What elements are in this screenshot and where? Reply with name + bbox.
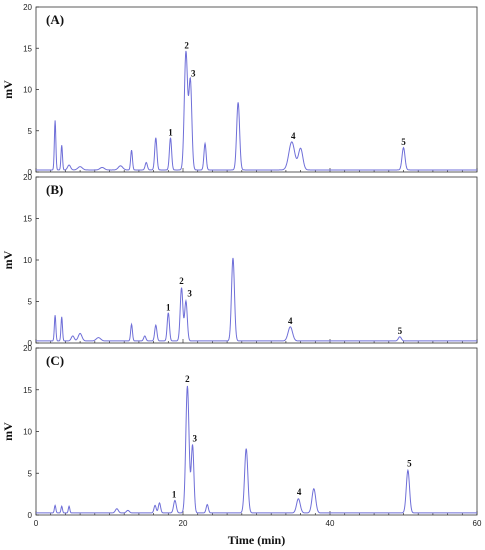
x-tick-label: 20	[179, 519, 188, 528]
y-axis-label: mV	[1, 422, 15, 441]
y-axis-label: mV	[1, 250, 15, 269]
y-tick-label: 0	[28, 168, 33, 177]
peak-label-5: 5	[398, 326, 403, 336]
peak-apex-5	[127, 510, 128, 511]
peak-label-5: 5	[407, 459, 412, 469]
peak-apex-1	[55, 505, 56, 506]
x-tick-label: 60	[473, 519, 482, 528]
y-tick-label: 15	[23, 386, 32, 395]
peak-apex-1	[55, 120, 56, 121]
peak-apex-6	[131, 324, 132, 325]
peak-apex-6	[154, 505, 155, 506]
peak-apex-3	[68, 506, 69, 507]
y-tick-label: 20	[23, 3, 32, 12]
x-axis-label: Time (min)	[228, 533, 285, 547]
peak-label-1: 1	[172, 489, 177, 499]
peak-apex-12	[246, 448, 247, 449]
peak-label-1: 1	[168, 128, 173, 138]
peak-apex-10	[192, 445, 193, 446]
peak-apex-11	[185, 51, 186, 52]
y-tick-label: 15	[23, 44, 32, 53]
peak-apex-14	[313, 488, 314, 489]
x-tick-label: 40	[326, 519, 335, 528]
peak-label-3: 3	[193, 434, 198, 444]
plot-frame	[35, 6, 478, 173]
plot-frame	[35, 176, 478, 344]
panel-label: (A)	[46, 12, 64, 27]
y-tick-label: 10	[23, 428, 32, 437]
panel-label: (B)	[46, 182, 63, 197]
peak-label-3: 3	[187, 289, 192, 299]
peak-apex-3	[68, 164, 69, 165]
peak-apex-7	[159, 502, 160, 503]
peak-apex-8	[174, 500, 175, 501]
peak-apex-10	[181, 287, 182, 288]
peak-apex-17	[403, 147, 404, 148]
peak-label-2: 2	[179, 276, 184, 286]
peak-label-3: 3	[191, 68, 196, 78]
peak-apex-15	[407, 470, 408, 471]
plot-frame	[35, 347, 478, 516]
peak-label-4: 4	[291, 131, 296, 141]
peak-apex-11	[207, 504, 208, 505]
peak-apex-7	[131, 150, 132, 151]
chromatogram-trace	[36, 385, 477, 514]
chart-panel-1: 0 5 10 15 20 mV (A) 1 2 3 4 5	[1, 3, 478, 177]
y-tick-label: 5	[28, 298, 33, 307]
chromatogram-trace	[36, 257, 477, 342]
peak-apex-12	[232, 257, 233, 258]
peak-apex-9	[187, 385, 188, 386]
y-tick-label: 10	[23, 86, 32, 95]
peak-apex-2	[61, 506, 62, 507]
panel-label: (C)	[46, 353, 64, 368]
peak-label-1: 1	[166, 303, 171, 313]
y-tick-label: 0	[28, 511, 33, 520]
peak-apex-2	[61, 316, 62, 317]
peak-apex-16	[300, 148, 301, 149]
chromatogram-trace	[36, 50, 477, 171]
peak-apex-15	[291, 141, 292, 142]
peak-apex-8	[146, 162, 147, 163]
peak-apex-13	[290, 326, 291, 327]
y-tick-label: 10	[23, 256, 32, 265]
peak-label-2: 2	[184, 40, 189, 50]
chart-panel-3: 0 5 10 15 20 0 20 40 60 mV Time (min) (C) 1 2 3 4 5	[1, 344, 482, 547]
y-tick-label: 5	[28, 469, 33, 478]
peak-label-5: 5	[401, 137, 406, 147]
peak-apex-1	[55, 315, 56, 316]
peak-apex-14	[399, 336, 400, 337]
y-tick-label: 0	[28, 339, 33, 348]
peak-apex-8	[155, 325, 156, 326]
y-tick-label: 15	[23, 215, 32, 224]
peak-label-4: 4	[297, 487, 302, 497]
peak-apex-3	[72, 335, 73, 336]
peak-apex-5	[98, 337, 99, 338]
peak-apex-7	[144, 335, 145, 336]
y-tick-label: 20	[23, 173, 32, 182]
peak-apex-13	[298, 498, 299, 499]
peak-apex-4	[80, 166, 81, 167]
peak-apex-11	[185, 300, 186, 301]
peak-apex-12	[190, 80, 191, 81]
y-tick-label: 20	[23, 344, 32, 353]
peak-label-4: 4	[288, 316, 293, 326]
peak-apex-4	[80, 333, 81, 334]
y-tick-label: 5	[28, 127, 33, 136]
peak-label-2: 2	[185, 374, 190, 384]
peak-apex-14	[238, 102, 239, 103]
peak-apex-4	[116, 508, 117, 509]
peak-apex-6	[120, 165, 121, 166]
peak-apex-5	[102, 167, 103, 168]
peak-apex-9	[155, 137, 156, 138]
peak-apex-2	[61, 145, 62, 146]
peak-apex-13	[204, 143, 205, 144]
x-tick-label: 0	[34, 519, 39, 528]
y-axis-label: mV	[1, 80, 15, 99]
